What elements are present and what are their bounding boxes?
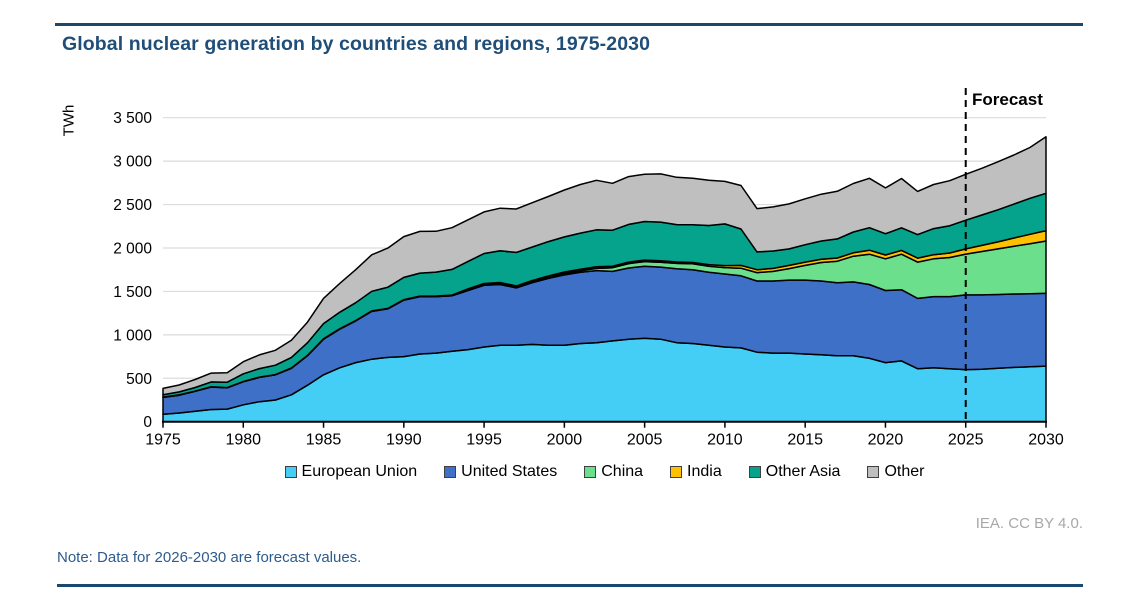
legend-swatch-other-asia [748, 466, 761, 478]
x-tick-label-1990: 1990 [386, 432, 422, 449]
legend-label-other: Other [884, 463, 925, 480]
x-tick-label-2010: 2010 [707, 432, 743, 449]
y-tick-label-500: 500 [126, 371, 152, 388]
legend-item-other-asia: Other Asia [748, 463, 841, 481]
page-title: Global nuclear generation by countries a… [62, 33, 651, 55]
legend-label-china: China [601, 463, 644, 480]
legend-label-other-asia: Other Asia [765, 463, 841, 480]
legend-label-european-union: European Union [301, 463, 418, 480]
legend-label-india: India [687, 463, 722, 480]
legend-swatch-united-states [444, 466, 457, 478]
x-tick-label-1975: 1975 [145, 432, 181, 449]
y-tick-label-0: 0 [143, 414, 152, 431]
x-tick-label-2015: 2015 [787, 432, 823, 449]
legend-item-other: Other [867, 463, 924, 481]
x-tick-label-1995: 1995 [466, 432, 502, 449]
legend-swatch-other [867, 466, 880, 478]
y-axis: 0 500 1 000 1 500 2 000 2 500 3 000 3 500 [113, 110, 152, 431]
area-bands [162, 136, 1047, 423]
forecast-label: Forecast [972, 90, 1043, 109]
x-tick-label-2000: 2000 [547, 432, 583, 449]
x-tick-label-2005: 2005 [627, 432, 663, 449]
attribution-text: IEA. CC BY 4.0. [975, 515, 1083, 532]
legend-item-india: India [670, 463, 722, 481]
legend-swatch-european-union [284, 466, 297, 478]
legend-label-united-states: United States [461, 463, 558, 480]
legend-swatch-china [584, 466, 597, 478]
bottom-divider [57, 584, 1083, 587]
x-tick-label-1980: 1980 [225, 432, 261, 449]
x-axis: 1975 1980 1985 1990 1995 2000 2005 2010 2015 2020… [145, 420, 1064, 449]
top-divider [55, 23, 1083, 26]
y-tick-label-1500: 1 500 [113, 284, 152, 301]
area-band-other [162, 136, 1047, 396]
legend-item-european-union: European Union [284, 463, 418, 481]
y-tick-label-3000: 3 000 [113, 154, 152, 171]
y-tick-label-3500: 3 500 [113, 110, 152, 127]
x-tick-label-2020: 2020 [868, 432, 904, 449]
y-tick-label-1000: 1 000 [113, 327, 152, 344]
footnote-text: Note: Data for 2026-2030 are forecast va… [57, 549, 362, 566]
x-tick-label-2030: 2030 [1028, 432, 1064, 449]
legend-swatch-india [670, 466, 683, 478]
chart-legend: European Union United States China India Oth… [163, 463, 1046, 481]
legend-item-united-states: United States [444, 463, 557, 481]
x-tick-label-1985: 1985 [306, 432, 342, 449]
x-tick-label-2025: 2025 [948, 432, 984, 449]
y-tick-label-2500: 2 500 [113, 197, 152, 214]
legend-item-china: China [584, 463, 643, 481]
y-tick-label-2000: 2 000 [113, 240, 152, 257]
